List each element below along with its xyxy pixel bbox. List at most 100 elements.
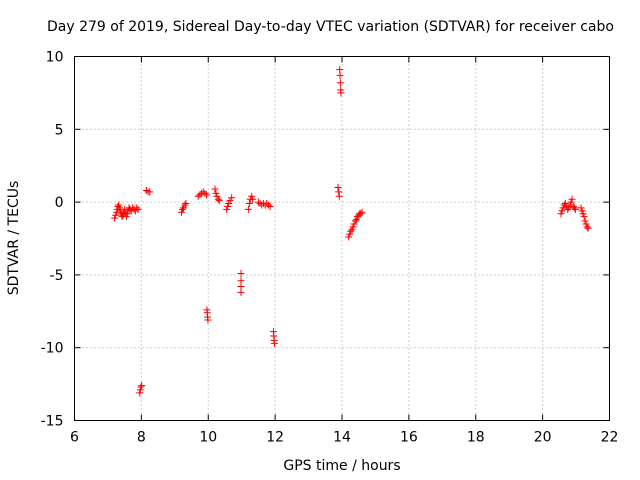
data-point (136, 389, 144, 397)
data-point (579, 210, 587, 218)
data-point (138, 382, 146, 390)
data-point (583, 223, 591, 231)
data-point (180, 204, 188, 212)
data-point (136, 386, 144, 394)
x-tick-label: 22 (601, 430, 619, 446)
data-point (215, 197, 223, 205)
y-tick-label: -5 (50, 268, 64, 284)
data-point (577, 204, 585, 212)
data-point (347, 227, 355, 235)
data-point (567, 198, 575, 206)
data-point (201, 189, 209, 197)
x-tick-label: 12 (266, 430, 284, 446)
data-point (558, 207, 566, 215)
data-point (346, 230, 354, 238)
data-point (146, 188, 154, 196)
data-point (211, 185, 219, 193)
data-point (120, 208, 128, 216)
data-point (337, 89, 345, 97)
data-point (334, 184, 342, 192)
data-point (181, 201, 189, 209)
data-point (336, 79, 344, 87)
data-point (194, 192, 202, 200)
data-point (349, 223, 357, 231)
data-point (249, 195, 257, 203)
data-point (358, 208, 366, 216)
data-point (214, 195, 222, 203)
x-tick-label: 18 (467, 430, 485, 446)
data-point (213, 192, 221, 200)
data-point (199, 188, 207, 196)
data-point (113, 208, 121, 216)
data-point (115, 201, 123, 209)
axis-ticks (74, 56, 610, 421)
data-point (571, 205, 579, 213)
data-point (266, 202, 274, 210)
data-point (224, 202, 232, 210)
data-point (564, 205, 572, 213)
data-point (357, 210, 365, 218)
data-point (335, 188, 343, 196)
data-point (237, 269, 245, 277)
data-point (203, 191, 211, 199)
data-point (196, 191, 204, 199)
data-point (116, 207, 124, 215)
data-point (254, 198, 262, 206)
data-point (123, 210, 131, 218)
chart-title: Day 279 of 2019, Sidereal Day-to-day VTE… (47, 19, 614, 35)
data-point (226, 197, 234, 205)
data-point (122, 213, 130, 221)
y-tick-label: -10 (41, 341, 64, 357)
data-point (112, 211, 120, 219)
x-tick-label: 16 (400, 430, 418, 446)
data-point (204, 316, 212, 324)
data-point (580, 213, 588, 221)
y-tick-labels: -15 -10 -5 0 5 10 (41, 50, 64, 430)
data-point (137, 383, 145, 391)
data-point (561, 200, 569, 208)
data-point (114, 202, 122, 210)
data-point (237, 288, 245, 296)
data-point (178, 208, 185, 216)
data-point (225, 200, 233, 208)
plot-frame (74, 56, 610, 421)
x-tick-label: 8 (137, 430, 146, 446)
data-point (352, 216, 360, 224)
data-point (570, 204, 578, 212)
data-point (351, 217, 359, 225)
x-tick-label: 6 (70, 430, 79, 446)
data-point (584, 224, 592, 232)
data-point (179, 205, 187, 213)
data-point (264, 201, 272, 209)
data-point (345, 233, 353, 241)
x-tick-label: 10 (199, 430, 217, 446)
data-point (134, 205, 142, 213)
data-point (133, 204, 141, 212)
y-tick-label: 10 (46, 50, 64, 66)
x-tick-label: 20 (534, 430, 552, 446)
data-point (248, 192, 256, 200)
data-point (116, 204, 124, 212)
data-point (566, 201, 574, 209)
data-points (111, 66, 592, 397)
data-point (578, 207, 586, 215)
x-axis-label: GPS time / hours (283, 458, 400, 474)
x-tick-label: 14 (333, 430, 351, 446)
data-point (568, 195, 576, 203)
y-tick-label: -15 (41, 414, 64, 430)
data-point (335, 192, 343, 200)
data-point (111, 214, 119, 222)
x-tick-labels: 6 8 10 12 14 16 18 20 22 (70, 430, 618, 446)
data-point (263, 200, 271, 208)
data-point (212, 189, 220, 197)
data-point (142, 186, 150, 194)
y-axis-label: SDTVAR / TECUs (6, 181, 22, 296)
y-tick-label: 5 (55, 122, 64, 138)
data-point (245, 200, 253, 208)
data-point (557, 210, 565, 218)
data-point (270, 339, 278, 347)
data-point (350, 220, 358, 228)
data-point (336, 71, 344, 79)
y-tick-label: 0 (55, 195, 64, 211)
